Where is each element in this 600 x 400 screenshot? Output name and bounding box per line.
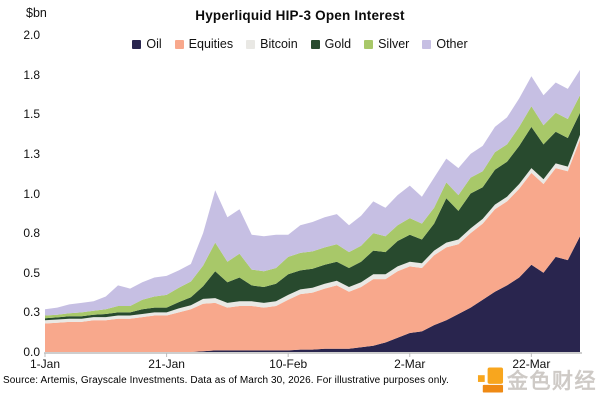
jinse-finance-logo-icon xyxy=(477,367,504,393)
legend-label: Gold xyxy=(324,37,352,51)
area-silver xyxy=(45,95,580,319)
area-equities xyxy=(45,139,580,352)
x-tick-label: 2-Mar xyxy=(394,357,426,371)
y-tick-label: 0.8 xyxy=(23,226,40,241)
legend-item-gold: Gold xyxy=(310,37,352,51)
x-tick-label: 10-Feb xyxy=(269,357,308,371)
legend-item-bitcoin: Bitcoin xyxy=(246,37,298,51)
legend-swatch-icon xyxy=(364,39,374,49)
area-layers xyxy=(45,69,580,352)
legend-item-silver: Silver xyxy=(364,37,409,51)
x-axis-line xyxy=(44,352,582,357)
legend-label: Silver xyxy=(378,37,410,51)
y-tick-label: 2.0 xyxy=(23,28,40,42)
legend-item-equities: Equities xyxy=(174,37,234,51)
legend-swatch-icon xyxy=(132,39,142,49)
legend: Oil Equities Bitcoin Gold Silver Other xyxy=(0,37,600,51)
source-note: Source: Artemis, Grayscale Investments. … xyxy=(3,375,449,386)
chart-title: Hyperliquid HIP-3 Open Interest xyxy=(195,8,405,23)
legend-swatch-icon xyxy=(174,39,184,49)
legend-label: Oil xyxy=(146,37,162,51)
y-tick-label: 1.0 xyxy=(23,186,40,201)
area-bitcoin xyxy=(45,134,580,324)
y-tick-label: 1.3 xyxy=(23,146,40,161)
watermark: 金色财经 xyxy=(477,365,597,395)
legend-label: Equities xyxy=(188,37,234,51)
y-axis-unit-label: $bn xyxy=(26,6,47,20)
area-gold xyxy=(45,112,580,321)
legend-item-oil: Oil xyxy=(132,37,162,51)
legend-label: Bitcoin xyxy=(260,37,298,51)
y-tick-label: 0.3 xyxy=(23,305,40,320)
x-tick-label: 22-Mar xyxy=(512,357,551,371)
y-tick-label: 0.0 xyxy=(23,345,40,359)
watermark-text: 金色财经 xyxy=(507,370,597,393)
x-tick-label: 1-Jan xyxy=(29,357,61,371)
y-tick-label: 1.8 xyxy=(23,67,40,82)
area-other xyxy=(45,69,580,316)
legend-label: Other xyxy=(436,37,468,51)
y-tick-label: 0.5 xyxy=(23,265,40,280)
legend-swatch-icon xyxy=(246,39,256,49)
area-oil xyxy=(45,236,580,352)
legend-item-other: Other xyxy=(422,37,468,51)
x-tick-label: 21-Jan xyxy=(148,357,185,371)
legend-swatch-icon xyxy=(422,39,432,49)
legend-swatch-icon xyxy=(310,39,320,49)
y-tick-label: 1.5 xyxy=(23,107,40,122)
